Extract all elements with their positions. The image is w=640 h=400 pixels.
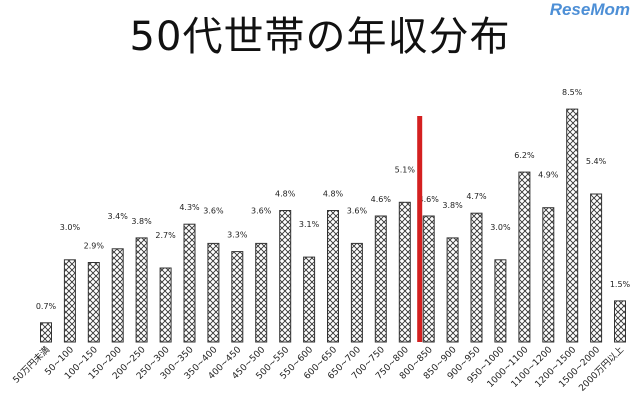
value-label-8: 3.3% (227, 231, 248, 240)
value-labels-layer: 0.7%3.0%2.9%3.4%3.8%2.7%4.3% 3.6%3.3%3.6%… (36, 88, 631, 311)
value-label-1: 3.0% (60, 223, 81, 232)
bar-14 (374, 215, 387, 343)
value-label-5: 2.7% (155, 231, 176, 240)
bar-23 (590, 193, 603, 343)
value-label-14: 4.6% (371, 195, 392, 204)
value-label-10: 4.8% (275, 190, 296, 199)
value-label-24: 1.5% (610, 280, 631, 289)
bar-9 (255, 242, 268, 343)
bar-21 (542, 207, 555, 343)
bar-8 (231, 251, 244, 343)
bar-15 (398, 201, 411, 343)
bar-13 (350, 242, 363, 343)
bar-11 (303, 256, 316, 343)
bar-3 (111, 248, 124, 343)
bar-16 (422, 215, 435, 343)
bar-20 (518, 171, 531, 343)
bar-24 (614, 300, 626, 343)
value-label-19: 3.0% (490, 223, 511, 232)
value-label-6: 4.3% (179, 203, 200, 212)
value-label-22: 8.5% (562, 88, 583, 97)
value-label-2: 2.9% (84, 242, 105, 251)
bar-10 (279, 210, 292, 343)
bar-7 (207, 242, 220, 343)
bar-0 (40, 322, 52, 343)
x-tick-label-0: 50万円未満 (10, 344, 52, 386)
bar-5 (159, 267, 172, 343)
value-label-17: 3.8% (442, 201, 463, 210)
value-label-11: 3.1% (299, 220, 320, 229)
bar-1 (63, 259, 76, 343)
bar-4 (135, 237, 148, 343)
x-tick-labels-layer: 50万円未満50~100100~150150~200200~250250~300… (10, 344, 626, 394)
chart-title: 50代世帯の年収分布 (129, 14, 511, 60)
bars-layer (40, 108, 626, 343)
value-label-16: 4.6% (419, 195, 440, 204)
bar-6 (183, 223, 196, 343)
value-label-0: 0.7% (36, 302, 57, 311)
value-label-18: 4.7% (466, 192, 487, 201)
bar-2 (87, 262, 100, 343)
bar-22 (566, 108, 579, 343)
value-label-21: 4.9% (538, 171, 559, 180)
value-label-23: 5.4% (586, 157, 607, 166)
value-label-13: 3.6% (347, 206, 368, 215)
value-label-4: 3.8% (131, 217, 152, 226)
bar-19 (494, 259, 507, 343)
bar-18 (470, 212, 483, 343)
value-label-15: 5.1% (395, 165, 416, 174)
value-label-9: 3.6% (251, 206, 272, 215)
bar-17 (446, 237, 459, 343)
bar-12 (327, 210, 339, 343)
value-label-12: 4.8% (323, 190, 344, 199)
value-label-3: 3.4% (108, 212, 129, 221)
value-label-20: 6.2% (514, 151, 535, 160)
site-logo: ReseMom (549, 0, 630, 19)
value-label-7: 3.6% (203, 206, 224, 215)
